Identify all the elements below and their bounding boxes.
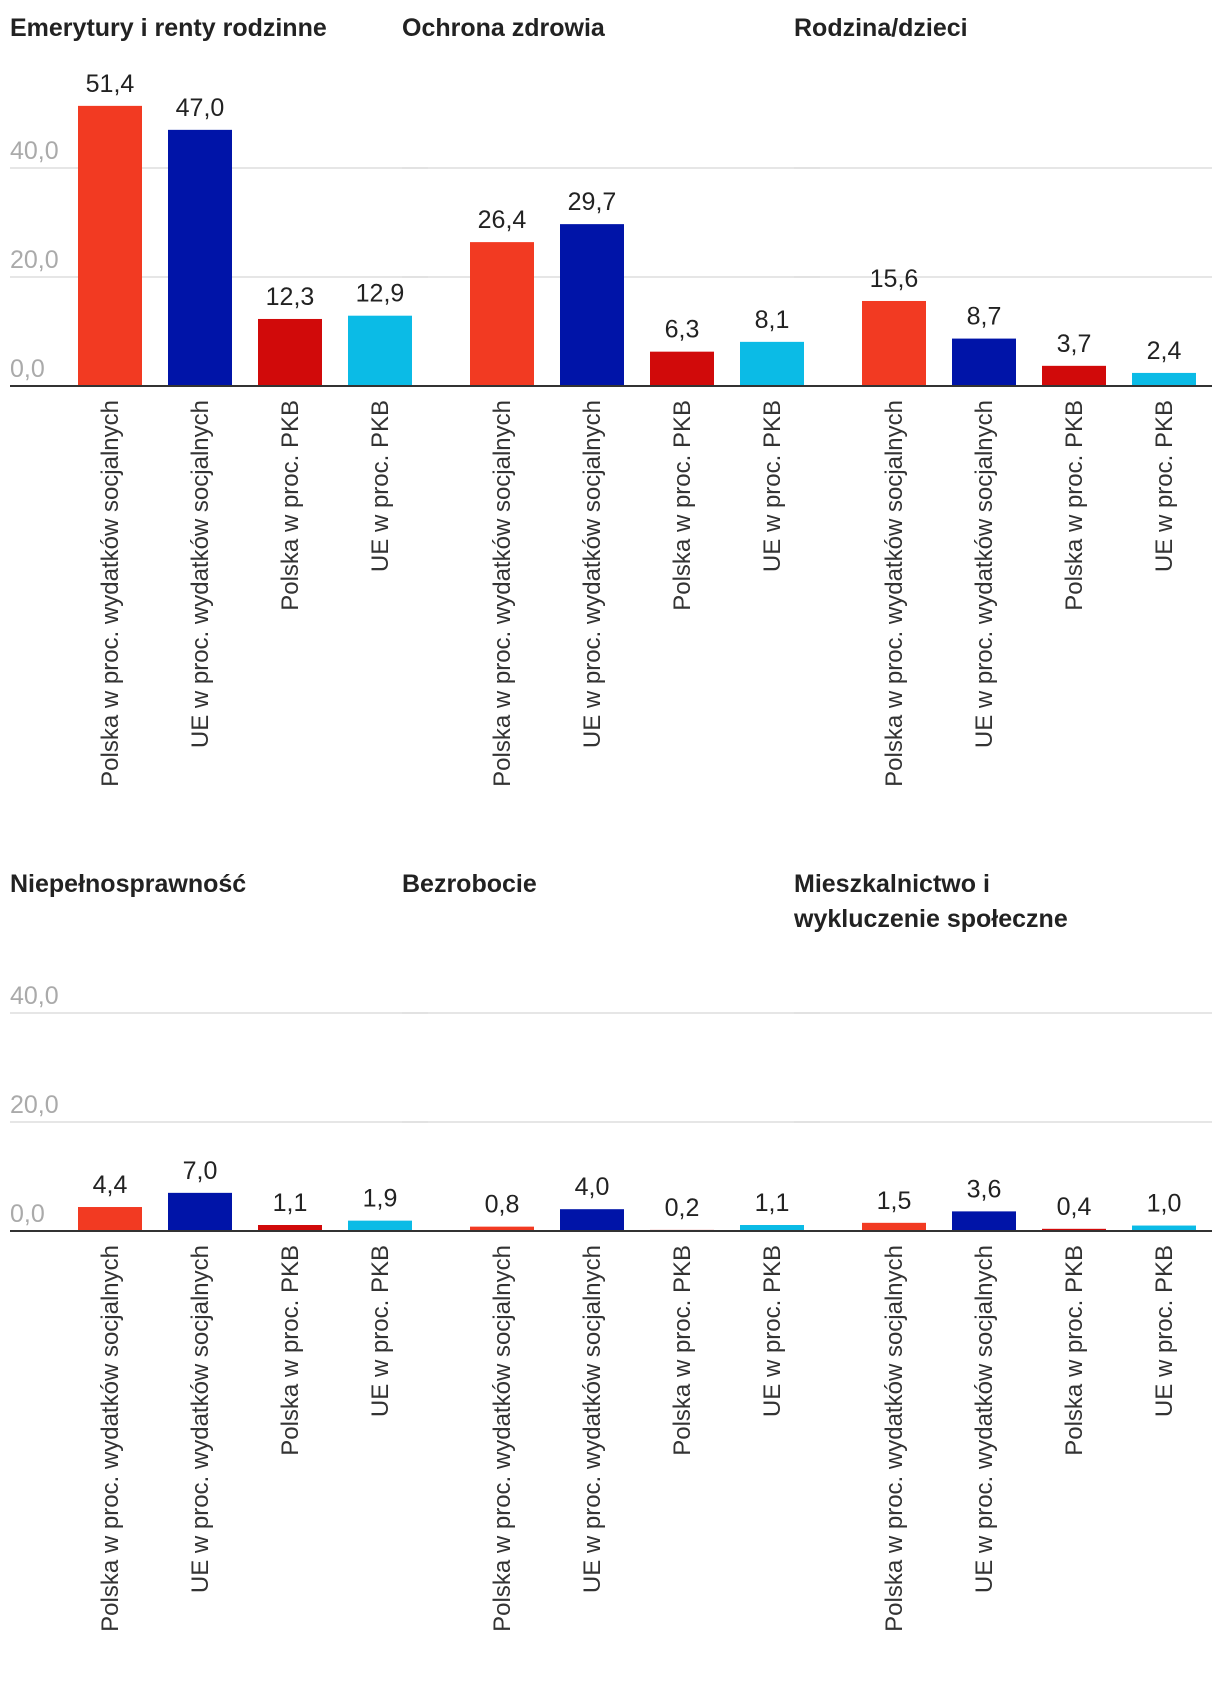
category-label: Polska w proc. wydatków socjalnych: [489, 400, 516, 787]
category-label: UE w proc. wydatków socjalnych: [579, 400, 606, 748]
bar-ue-social: [952, 338, 1016, 386]
bar-ue-social: [168, 129, 232, 386]
category-label: Polska w proc. wydatków socjalnych: [97, 1245, 124, 1632]
value-label: 0,4: [1057, 1193, 1092, 1221]
category-label: UE w proc. PKB: [759, 400, 786, 572]
category-label: Polska w proc. PKB: [1061, 400, 1088, 611]
category-label: UE w proc. wydatków socjalnych: [187, 400, 214, 748]
bar-ue-social: [952, 1211, 1016, 1231]
panel-3: Rodzina/dzieci 15,6 Polska w proc. wydatkó…: [794, 14, 1212, 787]
bar-ue-social: [560, 1209, 624, 1231]
value-label: 3,6: [967, 1175, 1002, 1203]
value-label: 4,0: [575, 1173, 610, 1201]
y-tick-label: 20,0: [10, 1091, 59, 1119]
bar-polska-social: [470, 242, 534, 386]
category-label: UE w proc. PKB: [759, 1245, 786, 1417]
value-label: 15,6: [870, 265, 919, 293]
bar-ue-social: [168, 1192, 232, 1231]
category-label: UE w proc. wydatków socjalnych: [579, 1245, 606, 1593]
category-label: UE w proc. wydatków socjalnych: [971, 1245, 998, 1593]
bar-polska-social: [470, 1226, 534, 1231]
value-label: 7,0: [183, 1157, 218, 1185]
panel-6: Mieszkalnictwo i wykluczenie społeczne 1,5…: [793, 870, 1212, 1632]
category-label: UE w proc. PKB: [1151, 400, 1178, 572]
panel-title: Ochrona zdrowia: [402, 14, 606, 42]
value-label: 3,7: [1057, 330, 1092, 358]
category-label: Polska w proc. PKB: [1061, 1245, 1088, 1456]
value-label: 12,3: [266, 283, 315, 311]
bar-polska-pkb: [650, 351, 714, 386]
value-label: 1,1: [273, 1189, 308, 1217]
bar-polska-social: [862, 1222, 926, 1231]
category-label: Polska w proc. PKB: [277, 400, 304, 611]
value-label: 1,0: [1147, 1190, 1182, 1218]
panel-2: Ochrona zdrowia 26,4 Polska w proc. wydatk…: [402, 14, 820, 787]
category-label: Polska w proc. wydatków socjalnych: [97, 400, 124, 787]
panel-title: wykluczenie społeczne: [793, 905, 1068, 933]
category-label: UE w proc. PKB: [367, 400, 394, 572]
value-label: 1,9: [363, 1185, 398, 1213]
bar-polska-social: [862, 300, 926, 386]
value-label: 6,3: [665, 316, 700, 344]
category-label: UE w proc. wydatków socjalnych: [971, 400, 998, 748]
category-label: Polska w proc. PKB: [669, 400, 696, 611]
y-tick-label: 40,0: [10, 137, 59, 165]
category-label: Polska w proc. wydatków socjalnych: [881, 1245, 908, 1632]
bar-polska-pkb: [1042, 1228, 1106, 1231]
value-label: 1,5: [877, 1187, 912, 1215]
value-label: 2,4: [1147, 337, 1182, 365]
bar-polska-social: [78, 1207, 142, 1231]
panel-4: Niepełnosprawność 0,0 20,0 40,0 4,4 Polska w …: [10, 870, 428, 1632]
value-label: 51,4: [86, 70, 135, 98]
category-label: Polska w proc. PKB: [277, 1245, 304, 1456]
value-label: 26,4: [478, 206, 527, 234]
value-label: 8,1: [755, 306, 790, 334]
bar-ue-pkb: [348, 315, 412, 386]
bar-ue-pkb: [740, 341, 804, 386]
panel-title: Rodzina/dzieci: [794, 14, 968, 42]
value-label: 47,0: [176, 94, 225, 122]
category-label: UE w proc. wydatków socjalnych: [187, 1245, 214, 1593]
panel-5: Bezrobocie 0,8 Polska w proc. wydatków soc…: [402, 870, 820, 1632]
value-label: 29,7: [568, 188, 617, 216]
value-label: 8,7: [967, 303, 1002, 331]
value-label: 12,9: [356, 280, 405, 308]
bar-ue-pkb: [348, 1220, 412, 1231]
bar-ue-social: [560, 224, 624, 386]
bar-polska-pkb: [258, 1225, 322, 1231]
bar-polska-pkb: [258, 318, 322, 386]
y-tick-label: 0,0: [10, 1200, 45, 1228]
category-label: Polska w proc. PKB: [669, 1245, 696, 1456]
y-tick-label: 40,0: [10, 982, 59, 1010]
panel-title: Bezrobocie: [402, 870, 537, 898]
bar-ue-pkb: [1132, 1225, 1196, 1231]
y-tick-label: 20,0: [10, 246, 59, 274]
bar-polska-pkb: [1042, 365, 1106, 386]
value-label: 1,1: [755, 1189, 790, 1217]
bar-ue-pkb: [1132, 372, 1196, 386]
value-label: 0,2: [665, 1194, 700, 1222]
bar-ue-pkb: [740, 1225, 804, 1231]
category-label: UE w proc. PKB: [367, 1245, 394, 1417]
category-label: UE w proc. PKB: [1151, 1245, 1178, 1417]
panel-title: Mieszkalnictwo i: [794, 870, 990, 898]
category-label: Polska w proc. wydatków socjalnych: [489, 1245, 516, 1632]
panel-1: Emerytury i renty rodzinne 0,0 20,0 40,0 51,…: [10, 14, 428, 787]
y-tick-label: 0,0: [10, 355, 45, 383]
bar-polska-social: [78, 105, 142, 387]
panel-title: Niepełnosprawność: [10, 870, 246, 898]
value-label: 0,8: [485, 1191, 520, 1219]
panel-title: Emerytury i renty rodzinne: [10, 14, 327, 42]
category-label: Polska w proc. wydatków socjalnych: [881, 400, 908, 787]
value-label: 4,4: [93, 1171, 128, 1199]
